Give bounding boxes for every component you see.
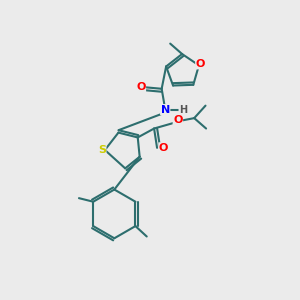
Text: O: O: [173, 115, 183, 125]
Text: O: O: [196, 59, 205, 69]
Text: S: S: [98, 145, 106, 155]
Text: O: O: [159, 143, 168, 153]
Text: H: H: [179, 105, 187, 115]
Text: O: O: [136, 82, 146, 92]
Text: N: N: [160, 105, 170, 115]
